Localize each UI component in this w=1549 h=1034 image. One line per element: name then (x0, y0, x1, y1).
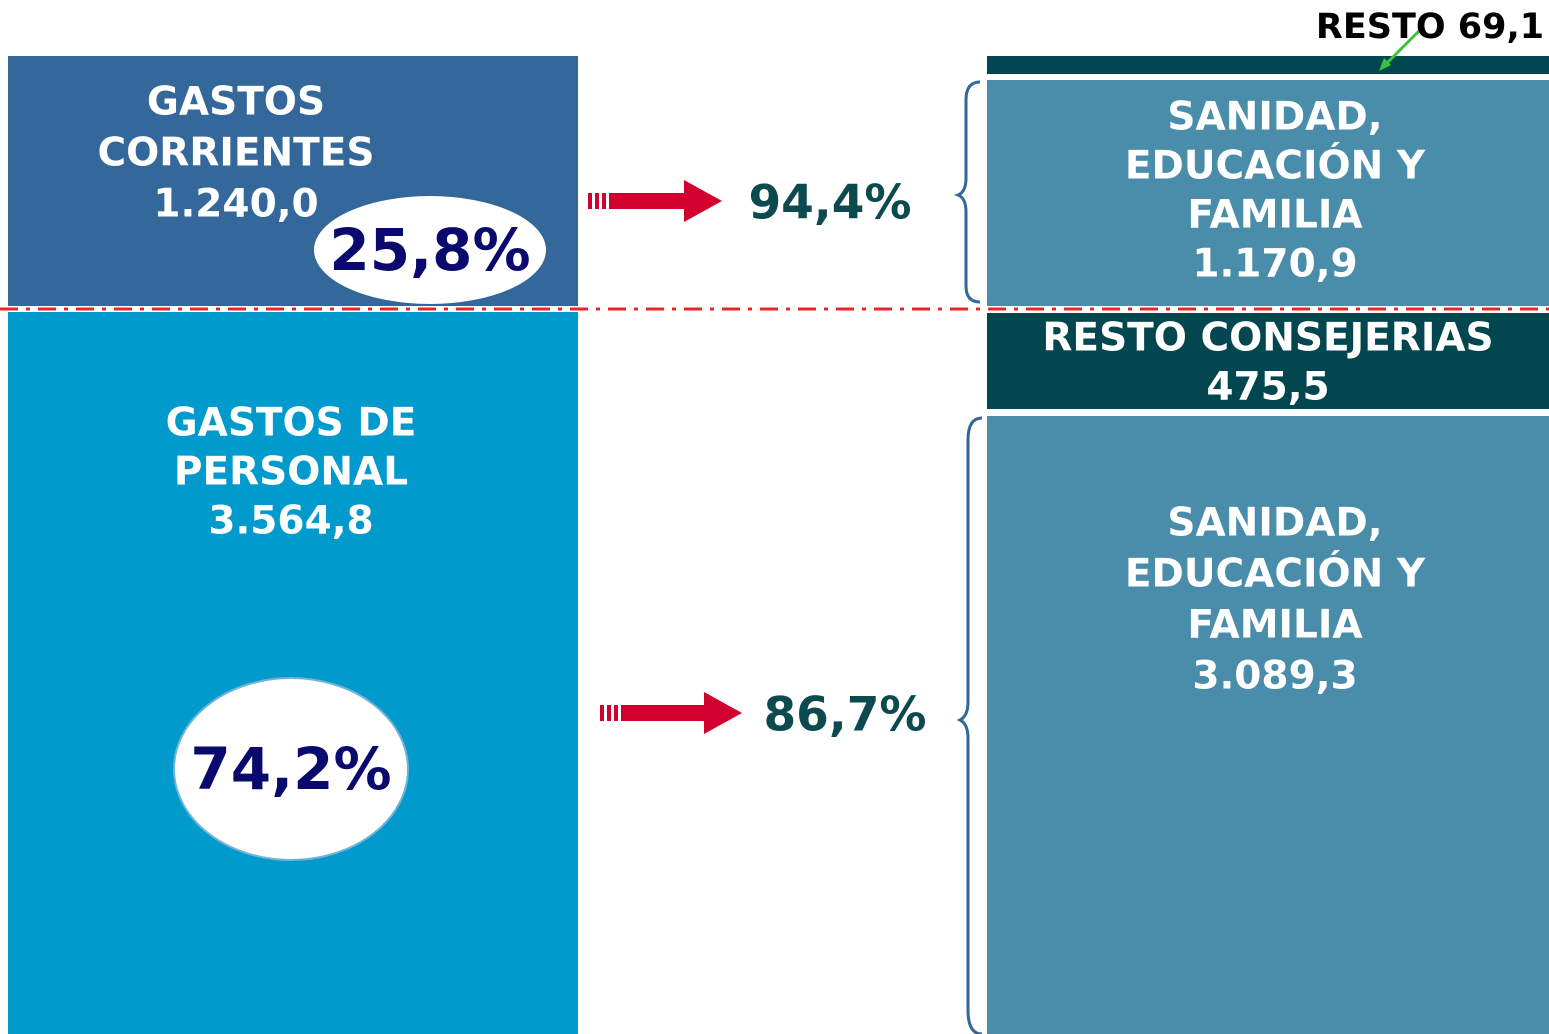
box-label: 3.089,3 (1192, 654, 1357, 699)
box-sanidad-bottom (987, 416, 1549, 1034)
box-sanidad-top (987, 80, 1549, 306)
box-label: CORRIENTES (98, 131, 375, 176)
brace-bottom (956, 416, 983, 1034)
box-resto-small (987, 56, 1549, 74)
box-label: SANIDAD, (1167, 501, 1382, 546)
percent-label: 86,7% (763, 688, 926, 743)
box-label: RESTO CONSEJERIAS (1042, 316, 1493, 361)
share-label: 25,8% (329, 216, 530, 284)
note-arrow (1382, 28, 1422, 68)
box-label: SANIDAD, (1167, 95, 1382, 140)
box-label: GASTOS (147, 80, 325, 125)
box-label: EDUCACIÓN Y (1125, 550, 1426, 597)
box-label: FAMILIA (1187, 603, 1362, 648)
share-label: 74,2% (190, 735, 391, 803)
box-resto-consejerias (987, 313, 1549, 409)
note-arrow-head (1379, 58, 1391, 71)
box-label: 1.170,9 (1192, 242, 1357, 287)
box-label: FAMILIA (1187, 193, 1362, 238)
share-ellipse (173, 677, 409, 861)
brace-top (953, 80, 981, 304)
share-ellipse (312, 194, 548, 306)
box-label: PERSONAL (174, 450, 408, 495)
box-gastos-personal (8, 312, 578, 1034)
box-label: 1.240,0 (153, 182, 318, 227)
arrow-bottom (600, 692, 742, 734)
box-label: 475,5 (1206, 365, 1329, 410)
box-label: GASTOS DE (166, 401, 417, 446)
arrow-top (588, 180, 722, 222)
box-label: EDUCACIÓN Y (1125, 142, 1426, 189)
box-label: 3.564,8 (208, 499, 373, 544)
percent-label: 94,4% (748, 176, 911, 231)
note-label: RESTO 69,1 (1316, 7, 1544, 47)
